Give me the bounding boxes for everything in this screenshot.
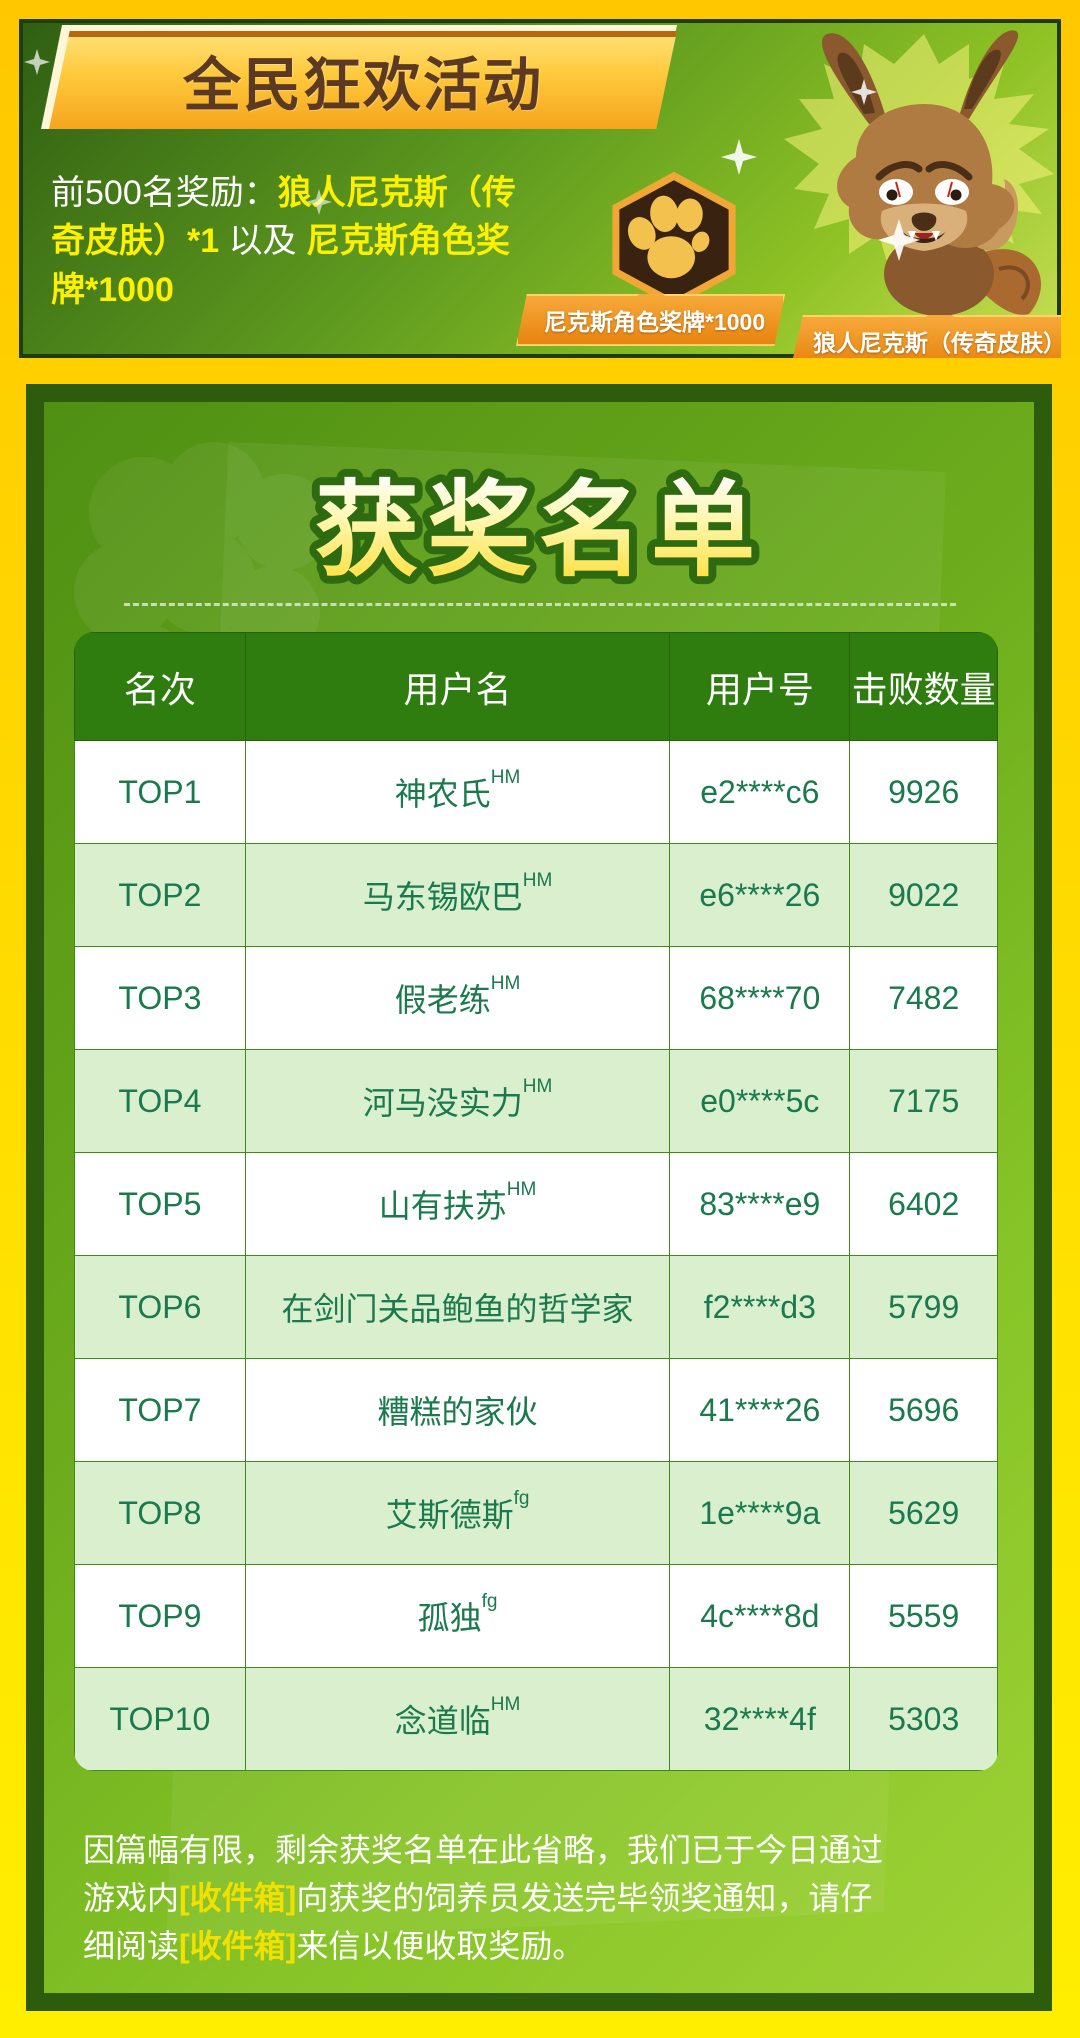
svg-text:获奖名单: 获奖名单 — [315, 473, 763, 589]
